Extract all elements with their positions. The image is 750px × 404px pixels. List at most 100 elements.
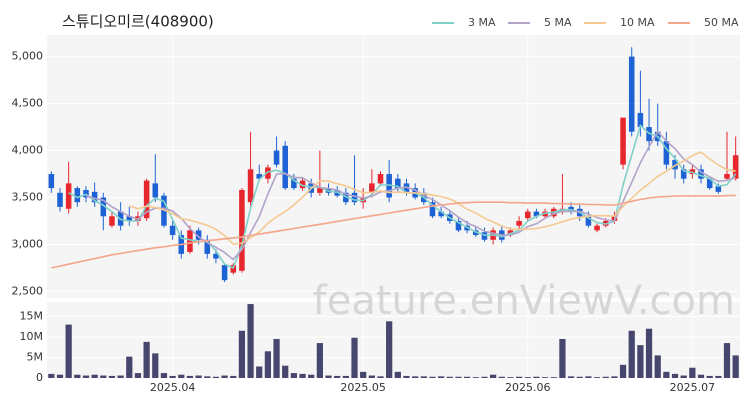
candle-body [143, 180, 150, 219]
volume-bar [186, 375, 194, 378]
volume-bar [645, 328, 653, 378]
candle-body [48, 174, 55, 189]
volume-bar [455, 376, 462, 378]
candle-body [187, 230, 193, 252]
volume-bar [654, 355, 661, 378]
volume-bar [541, 377, 549, 378]
candle-body [481, 232, 488, 240]
legend-label: 5 MA [544, 16, 572, 29]
volume-bar [438, 376, 445, 378]
candle-body [317, 188, 323, 193]
candle-body [126, 216, 133, 221]
candle-body [585, 216, 592, 226]
volume-bar [723, 343, 731, 378]
candle-body [291, 178, 297, 189]
candle-body [377, 174, 384, 184]
x-tick-label: 2025.07 [670, 381, 716, 394]
candle-body [169, 225, 176, 236]
volume-bar [464, 376, 471, 378]
volume-bar [706, 375, 713, 378]
volume-bar [628, 330, 635, 378]
volume-bar [247, 304, 254, 378]
volume-bar [567, 376, 575, 378]
x-tick-label: 2025.04 [150, 381, 196, 394]
volume-bar [715, 375, 722, 378]
volume-bar [429, 376, 436, 378]
volume-bar [412, 376, 419, 378]
volume-bar [481, 376, 488, 378]
candle-body [395, 178, 401, 189]
candle-body [74, 188, 81, 203]
volume-bar [498, 376, 505, 378]
candle-body [706, 178, 713, 189]
candle-body [533, 211, 540, 217]
volume-bar [48, 373, 55, 378]
ma-line [51, 194, 736, 269]
candle-body [516, 220, 522, 226]
volume-bar [325, 375, 332, 378]
candle-body [91, 191, 98, 203]
candle-body [594, 225, 600, 231]
x-tick-label: 2025.06 [505, 381, 551, 394]
volume-bar [273, 338, 280, 378]
ma-line [85, 130, 736, 261]
candle-body [637, 112, 644, 128]
volume-bar [65, 324, 72, 378]
candle-body [221, 265, 228, 281]
volume-bar [212, 376, 220, 378]
candle-body [620, 117, 626, 165]
candle-body [273, 150, 280, 165]
price-panel [47, 35, 740, 298]
ma-line [68, 124, 737, 269]
volume-bar [680, 375, 687, 378]
candle-body [256, 174, 263, 179]
candle-body [663, 141, 670, 165]
volume-bar [334, 375, 341, 378]
ma-line [129, 150, 736, 245]
volume-bar [732, 355, 739, 378]
candle-body [429, 202, 436, 217]
volume-tick-label: 10M [20, 330, 44, 343]
volume-bar [394, 371, 401, 378]
candle-body [239, 189, 245, 271]
candle-body [438, 211, 444, 217]
volume-bar [256, 366, 263, 378]
volume-bar [576, 376, 583, 378]
candle-body [732, 155, 739, 179]
volume-bar [126, 356, 133, 378]
volume-tick-label: 5M [27, 350, 44, 363]
chart-title: 스튜디오미르(408900) [62, 13, 214, 31]
volume-bar [117, 375, 124, 378]
volume-bar [230, 375, 237, 378]
volume-bar [152, 353, 159, 378]
volume-bar [316, 343, 323, 378]
volume-bar [368, 375, 375, 378]
legend-label: 10 MA [620, 16, 655, 29]
volume-bar [169, 375, 176, 378]
volume-bar [446, 376, 453, 378]
candle-body [524, 211, 531, 219]
volume-bar [290, 373, 297, 378]
candle-body [57, 192, 63, 207]
volume-bar [386, 321, 393, 378]
candle-body [724, 174, 730, 179]
volume-bar [377, 376, 384, 378]
volume-bar [533, 376, 540, 378]
candle-body [299, 180, 306, 189]
volume-bar [524, 377, 531, 378]
candle-body [282, 145, 288, 189]
volume-bar [195, 375, 202, 378]
candle-body [109, 216, 115, 226]
volume-bar [602, 376, 609, 378]
candle-body [698, 169, 704, 179]
volume-bar [82, 375, 90, 378]
candle-body [680, 169, 687, 179]
volume-bar [204, 376, 211, 378]
candle-body [65, 183, 72, 209]
candle-body [628, 56, 635, 132]
volume-bar [490, 374, 497, 378]
y-tick-label: 4,000 [12, 144, 44, 157]
y-tick-label: 5,000 [12, 50, 44, 63]
